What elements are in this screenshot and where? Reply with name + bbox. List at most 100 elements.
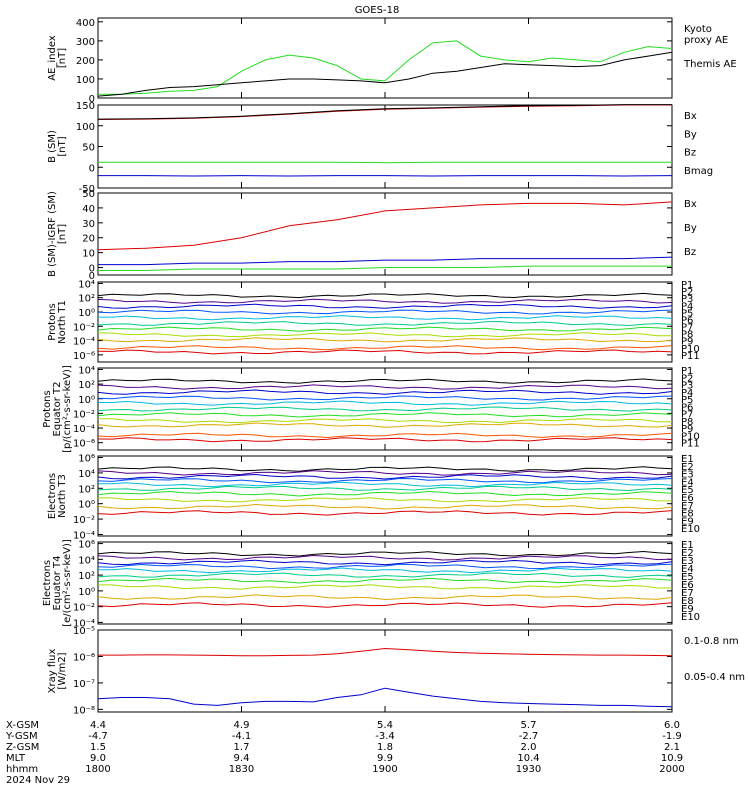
y-tick-label: 30 [82,219,95,230]
legend-entry: E5 [681,485,694,496]
legend-entry: P11 [681,351,700,362]
channel-line-e6 [97,485,673,492]
legend-entry: Bx [684,199,697,210]
channel-line-p9 [97,422,673,428]
channel-line-p4 [97,395,673,401]
x-column-value: 1830 [229,764,254,775]
legend-entry: E6 [681,580,694,591]
y-axis-label-line: Protons [47,303,58,340]
y-tick-label: 10⁻⁷ [73,679,95,690]
series-line-bmag [97,104,672,120]
channel-line-p11 [97,437,673,443]
series-line-themis-ae [97,51,673,97]
y-tick-label: 10⁻⁸ [73,705,95,716]
y-tick-label: 0 [89,163,95,174]
legend-entry: 0.05-0.4 nm [684,672,745,683]
legend-entry: P4 [681,388,693,399]
legend-entry: E6 [681,493,694,504]
series-line-bx [98,256,673,266]
y-axis-label-line: North T1 [57,300,68,344]
legend-entry: E9 [681,604,694,615]
channel-line-p8 [98,418,672,424]
series-line-bz [97,201,673,251]
y-axis-label-line: [e/(cm²-s-sr-keV)] [62,539,73,627]
channel-line-e8 [98,584,672,590]
x-column-value: 5.4 [377,720,393,731]
x-column-value: 1930 [516,764,541,775]
y-tick-label: 10⁻⁶ [73,652,95,663]
y-tick-label: 10⁻⁴ [73,530,95,541]
legend-entry: E1 [681,454,694,465]
y-axis-label-line: Xray flux [47,649,58,694]
y-tick-label: -50 [79,184,95,195]
legend-entry: E7 [681,588,694,599]
y-axis-label-line: North T3 [57,474,68,518]
series-line-0.05-0.4-nm [97,687,673,708]
y-tick-label: 40 [82,204,95,215]
channel-line-p6 [97,406,673,412]
x-column-value: 2.0 [521,742,537,753]
legend-entry: E1 [681,540,694,551]
x-column-value: 1.8 [377,742,393,753]
panel-xray: 10⁻⁸ 10⁻⁷ 10⁻⁶ 10⁻⁵ Xray flux [W/m2] 0.1-0.8 n… [47,626,745,716]
y-axis-label-line: Equator T2 [52,382,63,437]
y-axis-label-line: [nT] [57,136,68,156]
channel-line-e6 [97,572,673,578]
legend-entry: E9 [681,516,694,527]
y-tick-label: 400 [76,18,95,29]
y-tick-label: 10⁰ [78,308,95,319]
x-column-value: 5.7 [521,720,537,731]
legend-entry: By [684,129,697,140]
series-line-0.1-0.8-nm [98,647,673,657]
x-column-value: -3.4 [375,731,395,742]
x-row-label: 2024 Nov 29 [6,775,70,786]
legend-entry: E4 [681,564,694,575]
channel-line-e7 [97,490,673,497]
legend-entry: P2 [681,287,693,298]
y-axis-label-line: [nT] [57,224,68,244]
legend-entry: proxy AE [684,35,728,46]
legend-entry: E2 [681,462,694,473]
x-column-value: 6.0 [664,720,680,731]
x-row-label: MLT [6,753,26,764]
channel-line-p7 [97,326,673,332]
y-tick-label: 10⁰ [78,587,95,598]
channel-line-p1 [97,292,673,299]
panel-frame [97,541,673,625]
channel-line-e2 [97,470,673,476]
x-column-value: 1900 [372,764,397,775]
y-axis-label: Xray flux [W/m2] [47,649,68,694]
y-tick-label: 0 [89,264,95,275]
y-tick-label: 10⁴ [78,555,95,566]
legend-entry: P5 [681,308,693,319]
legend-entry: P10 [681,344,700,355]
panel-pe: 10⁻⁶ 10⁻⁴ 10⁻² 10⁰ 10² 10⁴ Protons Equator T2 [p… [42,365,700,453]
channel-line-e1 [97,466,673,472]
y-tick-label: 10⁴ [78,365,95,376]
legend-entry: P1 [681,366,693,377]
channel-line-e8 [98,497,672,503]
legend-entry: E5 [681,572,694,583]
y-tick-label: 10² [78,294,95,305]
x-row-label: hhmm [6,764,38,775]
legend-entry: P10 [681,431,700,442]
legend-entry: Themis AE [683,59,737,70]
y-axis-label-line: B (SM) [47,130,58,163]
x-column-value: 1.5 [90,742,106,753]
legend-entry: P9 [681,337,693,348]
y-axis-label: Protons North T1 [47,300,68,344]
legend-entry: Bmag [684,166,713,177]
y-tick-label: 10⁻⁴ [73,618,95,629]
channel-line-e3 [97,559,673,566]
y-tick-label: 10⁻⁵ [73,626,95,637]
y-tick-label: 10⁻⁶ [73,351,95,362]
legend-entry: E2 [681,548,694,559]
y-tick-label: 150 [76,101,95,112]
x-column-value: 9.4 [234,753,250,764]
legend-entry: P11 [681,439,700,450]
x-column-value: -4.7 [88,731,108,742]
panel-frame [97,17,673,99]
